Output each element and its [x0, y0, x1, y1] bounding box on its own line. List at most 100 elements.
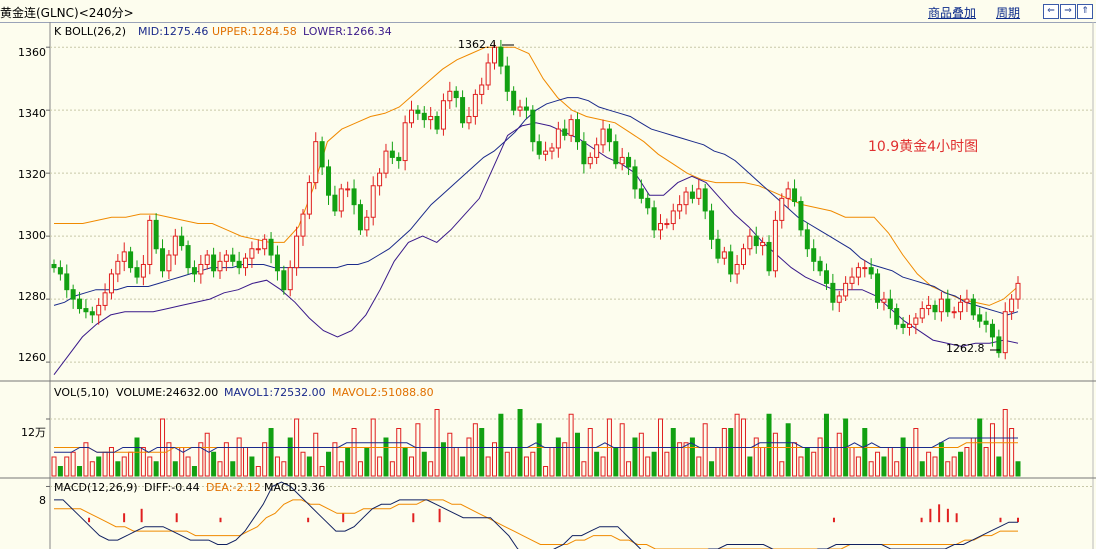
volume-bar — [396, 428, 402, 477]
nav-left-button[interactable]: ⇐ — [1043, 4, 1059, 19]
candle-body — [766, 241, 772, 272]
volume-bar — [906, 447, 912, 477]
volume-bar — [747, 456, 753, 477]
macd-dea-line — [54, 499, 1018, 549]
candle-body — [211, 254, 217, 272]
candle-body — [1009, 298, 1015, 313]
volume-bar — [485, 456, 491, 477]
macd-dea-value: DEA:-2.12 — [206, 481, 261, 494]
candle-body — [236, 260, 242, 269]
volume-bar — [377, 456, 383, 477]
volume-bar — [274, 456, 280, 477]
candle-body — [294, 235, 300, 269]
volume-bar — [562, 442, 568, 477]
volume-bar — [702, 423, 708, 477]
volume-bar — [128, 451, 134, 477]
volume-bar — [345, 447, 351, 477]
high-price-label: 1362.4 — [458, 38, 497, 51]
volume-bar — [677, 442, 683, 477]
boll-label: K BOLL(26,2) — [54, 25, 127, 38]
candle-body — [728, 251, 734, 275]
candle-body — [721, 251, 727, 259]
volume-bar — [785, 423, 791, 477]
candle-body — [332, 194, 338, 212]
candle-body — [626, 156, 632, 168]
period-link[interactable]: 周期 — [996, 6, 1021, 20]
volume-bar — [632, 437, 638, 477]
volume-bar — [313, 432, 319, 477]
volume-bar — [555, 437, 561, 477]
volume-bar — [670, 428, 676, 477]
volume-bar — [281, 461, 287, 477]
candle-body — [919, 308, 925, 319]
volume-bar — [140, 447, 146, 477]
candle-body — [243, 257, 249, 269]
volume-bar — [211, 451, 217, 477]
candle-body — [306, 182, 312, 215]
candle-body — [594, 144, 600, 158]
candle-body — [817, 260, 823, 272]
volume-bar — [153, 461, 159, 477]
volume-bar — [134, 437, 140, 477]
volume-bar — [549, 447, 555, 477]
volume-bar — [696, 456, 702, 477]
low-price-label: 1262.8 — [946, 342, 985, 355]
title-bar: 黄金连(GLNC)<240分> 商品叠加 周期 ⇐ ⇒ ⇑ — [0, 0, 1096, 23]
macd-diff-value: DIFF:-0.44 — [144, 481, 200, 494]
volume-bar — [511, 447, 517, 477]
candle-body — [274, 254, 280, 272]
candle-body — [121, 251, 127, 262]
candle-body — [964, 298, 970, 303]
candle-body — [549, 147, 555, 152]
overlay-link[interactable]: 商品叠加 — [928, 6, 977, 20]
candle-body — [287, 267, 293, 291]
candle-body — [958, 301, 964, 313]
candle-body — [313, 141, 319, 184]
candle-body — [447, 90, 453, 102]
volume-bar — [989, 423, 995, 477]
volume-bar — [440, 442, 446, 477]
volume-bar — [306, 456, 312, 477]
candle-body — [664, 223, 670, 226]
volume-bar — [568, 413, 574, 477]
volume-bar — [447, 432, 453, 477]
candle-body — [875, 273, 881, 303]
volume-bar — [970, 437, 976, 477]
volume-bar — [766, 413, 772, 477]
candle-body — [396, 156, 402, 162]
volume-bar — [383, 437, 389, 477]
candle-body — [409, 109, 415, 124]
candle-body — [383, 150, 389, 174]
candle-body — [96, 304, 102, 316]
nav-right-button[interactable]: ⇒ — [1060, 4, 1076, 19]
volume-bar — [191, 466, 197, 477]
candle-body — [57, 267, 63, 275]
volume-bar — [185, 456, 191, 477]
nav-up-button[interactable]: ⇑ — [1077, 4, 1093, 19]
mavol1-value: MAVOL1:72532.00 — [224, 386, 326, 399]
volume-bar — [70, 451, 76, 477]
candle-body — [977, 314, 983, 322]
volume-bar — [728, 428, 734, 477]
candle-body — [185, 245, 191, 269]
macd-value: MACD:3.36 — [264, 481, 326, 494]
candle-body — [651, 207, 657, 231]
candle-body — [862, 267, 868, 270]
volume-bar — [996, 456, 1002, 477]
candle-body — [460, 97, 466, 124]
volume-bar — [836, 432, 842, 477]
candle-body — [996, 336, 1002, 354]
volume-bar — [868, 461, 874, 477]
volume-bar — [823, 413, 829, 477]
volume-bar — [855, 456, 861, 477]
candle-body — [536, 141, 542, 155]
candle-body — [204, 254, 210, 265]
candle-body — [709, 210, 715, 240]
volume-bar — [332, 442, 338, 477]
boll-upper-value: UPPER:1284.58 — [212, 25, 297, 38]
candle-body — [421, 112, 427, 121]
candle-body — [606, 128, 612, 143]
candle-body — [657, 223, 663, 231]
candle-body — [89, 311, 95, 316]
